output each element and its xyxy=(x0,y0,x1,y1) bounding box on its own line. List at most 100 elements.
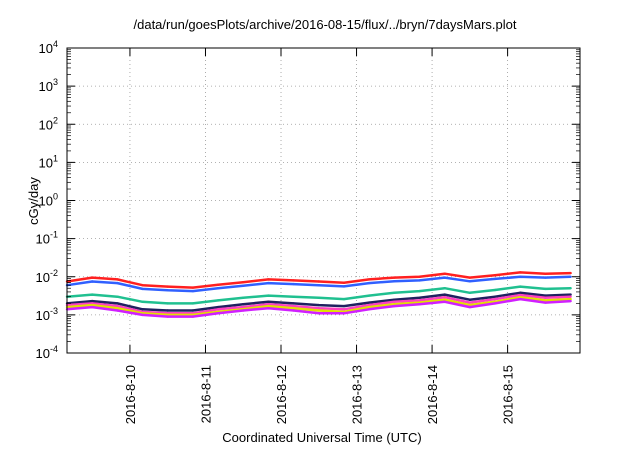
data-point xyxy=(216,299,220,302)
data-point xyxy=(468,305,471,309)
data-point xyxy=(91,303,94,307)
y-tick-label: 103 xyxy=(39,77,58,94)
data-point xyxy=(292,279,295,282)
data-point xyxy=(166,302,169,305)
data-point xyxy=(191,309,195,312)
data-point xyxy=(443,298,446,301)
data-point xyxy=(393,291,396,294)
data-point xyxy=(191,286,195,289)
x-tick-label: 2016-8-14 xyxy=(425,365,440,424)
data-point xyxy=(569,299,572,303)
data-point xyxy=(519,293,522,297)
data-point xyxy=(317,307,320,310)
data-point xyxy=(544,272,547,275)
data-point xyxy=(544,299,547,302)
data-point xyxy=(116,281,119,285)
data-point xyxy=(141,300,144,303)
data-point xyxy=(393,304,396,308)
y-tick-label: 104 xyxy=(39,39,58,56)
data-point xyxy=(166,315,169,318)
data-point xyxy=(166,285,169,288)
data-point xyxy=(544,276,547,279)
y-tick-label: 100 xyxy=(39,192,58,209)
data-point xyxy=(342,308,346,311)
data-point xyxy=(393,280,396,283)
data-point xyxy=(443,296,446,299)
data-point xyxy=(91,299,94,303)
data-point xyxy=(367,303,371,307)
data-point xyxy=(468,291,471,294)
data-point xyxy=(292,307,295,310)
data-point xyxy=(191,302,195,305)
data-point xyxy=(367,294,371,297)
data-point xyxy=(569,271,572,275)
x-tick-label: 2016-8-12 xyxy=(274,365,289,424)
x-tick-label: 2016-8-10 xyxy=(123,365,138,424)
x-tick-label: 2016-8-11 xyxy=(198,365,213,423)
data-point xyxy=(141,313,144,317)
data-point xyxy=(317,309,320,312)
data-point xyxy=(267,294,270,297)
data-point xyxy=(141,284,144,287)
data-point xyxy=(116,302,119,305)
data-point xyxy=(367,305,371,309)
grid-lines xyxy=(67,48,580,353)
data-point xyxy=(166,309,169,312)
data-point xyxy=(393,276,396,279)
data-point xyxy=(242,281,245,284)
data-point xyxy=(519,271,522,274)
data-point xyxy=(267,303,270,306)
data-point xyxy=(342,285,346,288)
data-point xyxy=(317,280,320,283)
data-point xyxy=(493,302,497,305)
data-point xyxy=(342,297,346,301)
data-point xyxy=(418,299,421,302)
y-tick-label: 102 xyxy=(39,115,58,132)
data-point xyxy=(317,296,320,299)
data-point xyxy=(418,296,421,299)
data-point xyxy=(292,304,295,308)
data-point xyxy=(141,287,144,291)
data-point xyxy=(317,312,320,315)
data-point xyxy=(242,309,245,312)
data-point xyxy=(493,274,497,277)
data-point xyxy=(116,278,119,281)
y-tick-label: 10-2 xyxy=(36,268,58,285)
data-point xyxy=(519,291,522,294)
data-point xyxy=(116,307,119,310)
data-point xyxy=(468,298,471,301)
data-point xyxy=(468,280,471,283)
chart-title: /data/run/goesPlots/archive/2016-08-15/f… xyxy=(134,17,517,32)
y-tick-label: 101 xyxy=(39,153,58,170)
data-point xyxy=(267,304,270,308)
data-point xyxy=(116,304,119,308)
data-point xyxy=(393,298,396,301)
y-tick-label: 10-1 xyxy=(36,230,58,247)
data-point xyxy=(317,303,320,307)
data-point xyxy=(493,295,497,298)
data-point xyxy=(191,315,195,318)
data-point xyxy=(216,312,220,315)
data-point xyxy=(216,305,220,309)
data-point xyxy=(267,278,270,281)
data-point xyxy=(91,276,94,279)
y-tick-label: 10-3 xyxy=(36,306,58,323)
data-point xyxy=(242,303,245,306)
data-point xyxy=(91,305,94,309)
series-lines xyxy=(65,271,572,318)
x-axis-ticks: 2016-8-10 2016-8-11 2016-8-12 2016-8-13 2016… xyxy=(123,48,516,424)
data-point xyxy=(544,301,547,304)
data-point xyxy=(342,312,346,315)
data-point xyxy=(519,297,522,301)
data-point xyxy=(292,295,295,298)
data-point xyxy=(166,289,169,292)
data-point xyxy=(242,284,245,287)
data-point xyxy=(91,280,94,283)
data-point xyxy=(569,275,572,278)
data-point xyxy=(267,307,270,310)
data-point xyxy=(443,276,446,279)
data-point xyxy=(468,276,471,279)
data-point xyxy=(393,303,396,306)
data-point xyxy=(493,297,497,301)
